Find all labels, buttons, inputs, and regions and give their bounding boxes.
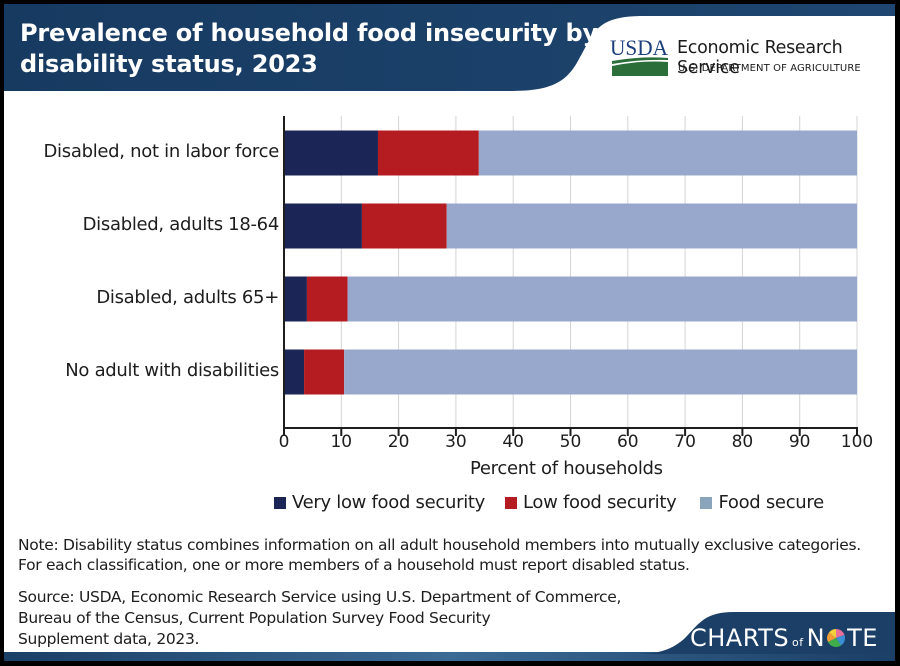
bar-segment-secure — [347, 276, 857, 322]
legend-swatch-low — [505, 496, 517, 509]
x-tick-label: 40 — [502, 432, 525, 452]
x-tick-label: 50 — [559, 432, 582, 452]
department-name: U.S. DEPARTMENT OF AGRICULTURE — [678, 63, 861, 74]
x-tick-label: 80 — [731, 432, 754, 452]
x-tick-label: 30 — [445, 432, 467, 452]
legend-swatch-very-low — [274, 496, 286, 509]
charts-of-note-logo: CHARTS of N TE — [690, 624, 878, 652]
x-tick-label: 70 — [674, 432, 696, 452]
bar-segment-very-low — [284, 130, 378, 176]
bar-segment-low — [361, 203, 447, 249]
bar-segment-low — [377, 130, 479, 176]
bar-segment-very-low — [284, 276, 307, 322]
bar-chart — [283, 116, 858, 436]
legend-item-very-low: Very low food security — [274, 492, 485, 513]
x-tick-label: 100 — [840, 432, 874, 452]
bar-segment-low — [304, 349, 345, 395]
x-tick-label: 90 — [788, 432, 811, 452]
chart-card: Prevalence of household food insecurity … — [4, 4, 895, 661]
x-tick-label: 20 — [387, 432, 410, 452]
brand-te: TE — [847, 624, 878, 652]
usda-logo-icon: USDA — [610, 36, 668, 76]
chart-source: Source: USDA, Economic Research Service … — [18, 587, 718, 650]
header-band — [4, 4, 895, 91]
source-line-2: Bureau of the Census, Current Population… — [18, 609, 491, 627]
legend-label-secure: Food secure — [718, 492, 824, 513]
usda-logo-text: USDA — [610, 36, 668, 60]
x-tick-label: 60 — [616, 432, 639, 452]
bar-segment-low — [306, 276, 348, 322]
bar-segment-very-low — [284, 203, 362, 249]
chart-note: Note: Disability status combines informa… — [18, 536, 861, 574]
category-label: Disabled, adults 18-64 — [82, 214, 280, 235]
source-line-1: Source: USDA, Economic Research Service … — [18, 588, 622, 606]
pie-chart-icon — [827, 629, 846, 647]
chart-title: Prevalence of household food insecurity … — [20, 18, 598, 80]
legend-swatch-secure — [700, 496, 713, 509]
legend-label-very-low: Very low food security — [292, 492, 485, 513]
brand-charts: CHARTS — [690, 624, 790, 652]
x-axis-label: Percent of households — [470, 458, 663, 479]
bar-segment-secure — [446, 203, 857, 249]
brand-n: N — [806, 624, 826, 652]
agency-name: Economic Research Service — [677, 38, 843, 78]
x-tick-label: 0 — [278, 432, 290, 452]
chart-title-line-2: disability status, 2023 — [20, 50, 318, 78]
source-line-3: Supplement data, 2023. — [18, 630, 200, 648]
category-label: Disabled, not in labor force — [43, 141, 280, 162]
category-label: No adult with disabilities — [65, 360, 279, 381]
legend-label-low: Low food security — [523, 492, 677, 513]
bar-segment-secure — [478, 130, 857, 176]
legend-item-secure: Food secure — [700, 492, 824, 513]
legend-item-low: Low food security — [505, 492, 677, 513]
bar-segment-very-low — [284, 349, 305, 395]
legend: Very low food security Low food security… — [274, 492, 844, 513]
bar-segment-secure — [344, 349, 857, 395]
chart-title-line-1: Prevalence of household food insecurity … — [20, 19, 598, 47]
brand-of: of — [792, 636, 804, 649]
x-tick-label: 10 — [330, 432, 353, 452]
category-label: Disabled, adults 65+ — [96, 287, 279, 308]
